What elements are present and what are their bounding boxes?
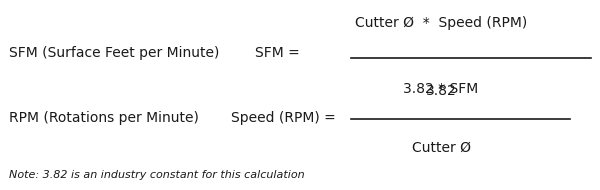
Text: Speed (RPM) =: Speed (RPM) = [231, 111, 336, 125]
Text: RPM (Rotations per Minute): RPM (Rotations per Minute) [9, 111, 199, 125]
Text: Cutter Ø: Cutter Ø [412, 141, 470, 155]
Text: SFM (Surface Feet per Minute): SFM (Surface Feet per Minute) [9, 46, 220, 60]
Text: 3.82: 3.82 [425, 84, 457, 98]
Text: Note: 3.82 is an industry constant for this calculation: Note: 3.82 is an industry constant for t… [9, 170, 305, 180]
Text: SFM =: SFM = [255, 46, 300, 60]
Text: Cutter Ø  *  Speed (RPM): Cutter Ø * Speed (RPM) [355, 16, 527, 30]
Text: 3.82 * SFM: 3.82 * SFM [403, 82, 479, 96]
